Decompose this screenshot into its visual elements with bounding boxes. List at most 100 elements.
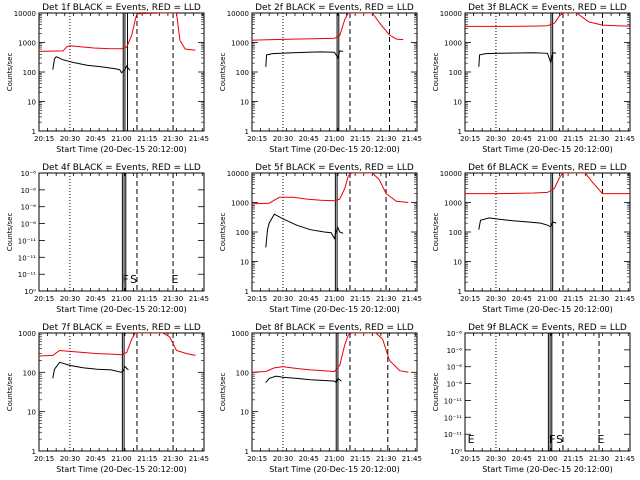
x-tick-label: 21:00	[537, 295, 557, 303]
y-axis-label: Counts/sec	[219, 373, 227, 412]
x-tick-label: 20:30	[273, 135, 293, 143]
panel-det-2: Det 2f BLACK = Events, RED = LLD Counts/s…	[219, 3, 422, 154]
x-tick-label: 20:45	[86, 455, 106, 463]
plot-frame	[38, 332, 205, 452]
y-axis-label: Counts/sec	[219, 53, 227, 92]
x-tick-label: 20:15	[247, 295, 267, 303]
y-axis-label: Counts/sec	[432, 373, 440, 412]
x-tick-label: 21:15	[350, 455, 370, 463]
x-tick-label: 20:45	[299, 295, 319, 303]
series-events	[265, 213, 344, 248]
y-tick-label: 10⁻⁶	[21, 170, 37, 178]
x-tick-label: 20:45	[299, 455, 319, 463]
y-tick-label: 10⁻¹¹	[444, 397, 462, 405]
x-tick-label: 20:30	[60, 135, 80, 143]
y-tick-label: 10⁻¹¹	[18, 254, 36, 262]
y-tick-label: 100	[23, 69, 36, 77]
marker-E: E	[171, 273, 178, 286]
x-tick-label: 21:30	[589, 135, 609, 143]
panel-det-4: Det 4f BLACK = Events, RED = LLD Counts/s…	[6, 163, 209, 314]
x-tick-label: 21:15	[350, 295, 370, 303]
marker-F: F	[122, 273, 128, 286]
y-tick-label: 1	[458, 128, 462, 136]
series-events	[52, 56, 131, 74]
x-tick-label: 21:00	[324, 295, 344, 303]
series-group	[252, 173, 409, 248]
y-tick-label: 10	[453, 99, 462, 107]
panel-title: Det 6f BLACK = Events, RED = LLD	[468, 163, 627, 173]
x-tick-label: 21:15	[563, 135, 583, 143]
series-group	[252, 333, 409, 384]
x-tick-label: 21:45	[189, 295, 209, 303]
series-lld	[252, 13, 404, 41]
marker-S: S	[130, 273, 137, 286]
x-tick-label: 21:15	[350, 135, 370, 143]
series-events	[265, 375, 342, 384]
x-axis-label: Start Time (20-Dec-15 20:12:00)	[56, 305, 187, 314]
series-lld	[39, 13, 196, 52]
x-tick-label: 20:30	[273, 295, 293, 303]
series-group	[465, 173, 630, 230]
series-lld	[465, 173, 630, 195]
x-axis-label: Start Time (20-Dec-15 20:12:00)	[269, 145, 400, 154]
x-tick-label: 21:00	[537, 455, 557, 463]
y-tick-label: 10⁻⁶	[21, 187, 37, 195]
y-tick-label: 100	[23, 369, 36, 377]
x-tick-label: 20:15	[247, 135, 267, 143]
series-events	[478, 217, 557, 230]
x-tick-label: 21:45	[402, 295, 422, 303]
panel-title: Det 9f BLACK = Events, RED = LLD	[468, 323, 627, 333]
x-tick-label: 20:15	[34, 455, 54, 463]
marker-E: E	[468, 433, 475, 446]
x-tick-label: 21:30	[589, 295, 609, 303]
plot-frame	[38, 172, 205, 292]
y-tick-label: 100	[449, 69, 462, 77]
x-tick-label: 21:00	[537, 135, 557, 143]
panel-title: Det 8f BLACK = Events, RED = LLD	[255, 323, 414, 333]
x-tick-label: 20:45	[512, 295, 532, 303]
panel-title: Det 2f BLACK = Events, RED = LLD	[255, 3, 414, 13]
x-tick-label: 21:45	[402, 455, 422, 463]
x-tick-label: 21:00	[111, 455, 131, 463]
x-tick-label: 20:15	[460, 455, 480, 463]
panel-det-1: Det 1f BLACK = Events, RED = LLD Counts/s…	[6, 3, 209, 154]
y-tick-label: 1	[245, 288, 249, 296]
series-group	[465, 13, 630, 67]
x-tick-label: 21:45	[189, 135, 209, 143]
marker-F: F	[549, 433, 555, 446]
x-tick-label: 21:30	[163, 455, 183, 463]
y-tick-label: 1000	[18, 330, 36, 338]
plot-frame	[251, 172, 418, 292]
series-events	[478, 52, 557, 67]
marker-S: S	[556, 433, 563, 446]
y-axis-label: Counts/sec	[6, 53, 14, 92]
x-tick-label: 20:30	[486, 135, 506, 143]
marker-E: E	[597, 433, 604, 446]
y-tick-label: 10000	[227, 10, 249, 18]
panel-title: Det 5f BLACK = Events, RED = LLD	[255, 163, 414, 173]
x-tick-label: 21:30	[163, 135, 183, 143]
y-tick-label: 10	[27, 409, 36, 417]
y-tick-label: 10⁻⁶	[447, 381, 463, 389]
x-tick-label: 20:45	[299, 135, 319, 143]
x-axis-label: Start Time (20-Dec-15 20:12:00)	[482, 145, 613, 154]
x-tick-label: 20:45	[512, 455, 532, 463]
panel-title: Det 3f BLACK = Events, RED = LLD	[468, 3, 627, 13]
series-events	[265, 50, 344, 67]
y-axis-label: Counts/sec	[219, 213, 227, 252]
series-lld	[252, 333, 409, 373]
panel-det-8: Det 8f BLACK = Events, RED = LLD Counts/s…	[219, 323, 422, 474]
x-tick-label: 21:15	[563, 295, 583, 303]
series-events	[52, 361, 129, 379]
plot-frame	[464, 172, 631, 292]
y-tick-label: 1000	[231, 40, 249, 48]
y-tick-label: 10	[240, 409, 249, 417]
x-tick-label: 21:15	[137, 455, 157, 463]
y-axis-label: Counts/sec	[432, 213, 440, 252]
x-axis-label: Start Time (20-Dec-15 20:12:00)	[482, 465, 613, 474]
y-tick-label: 10⁻¹¹	[444, 431, 462, 439]
panel-det-3: Det 3f BLACK = Events, RED = LLD Counts/s…	[432, 3, 635, 154]
panel-det-5: Det 5f BLACK = Events, RED = LLD Counts/s…	[219, 163, 422, 314]
plot-frame	[464, 12, 631, 132]
y-tick-label: 1000	[444, 40, 462, 48]
